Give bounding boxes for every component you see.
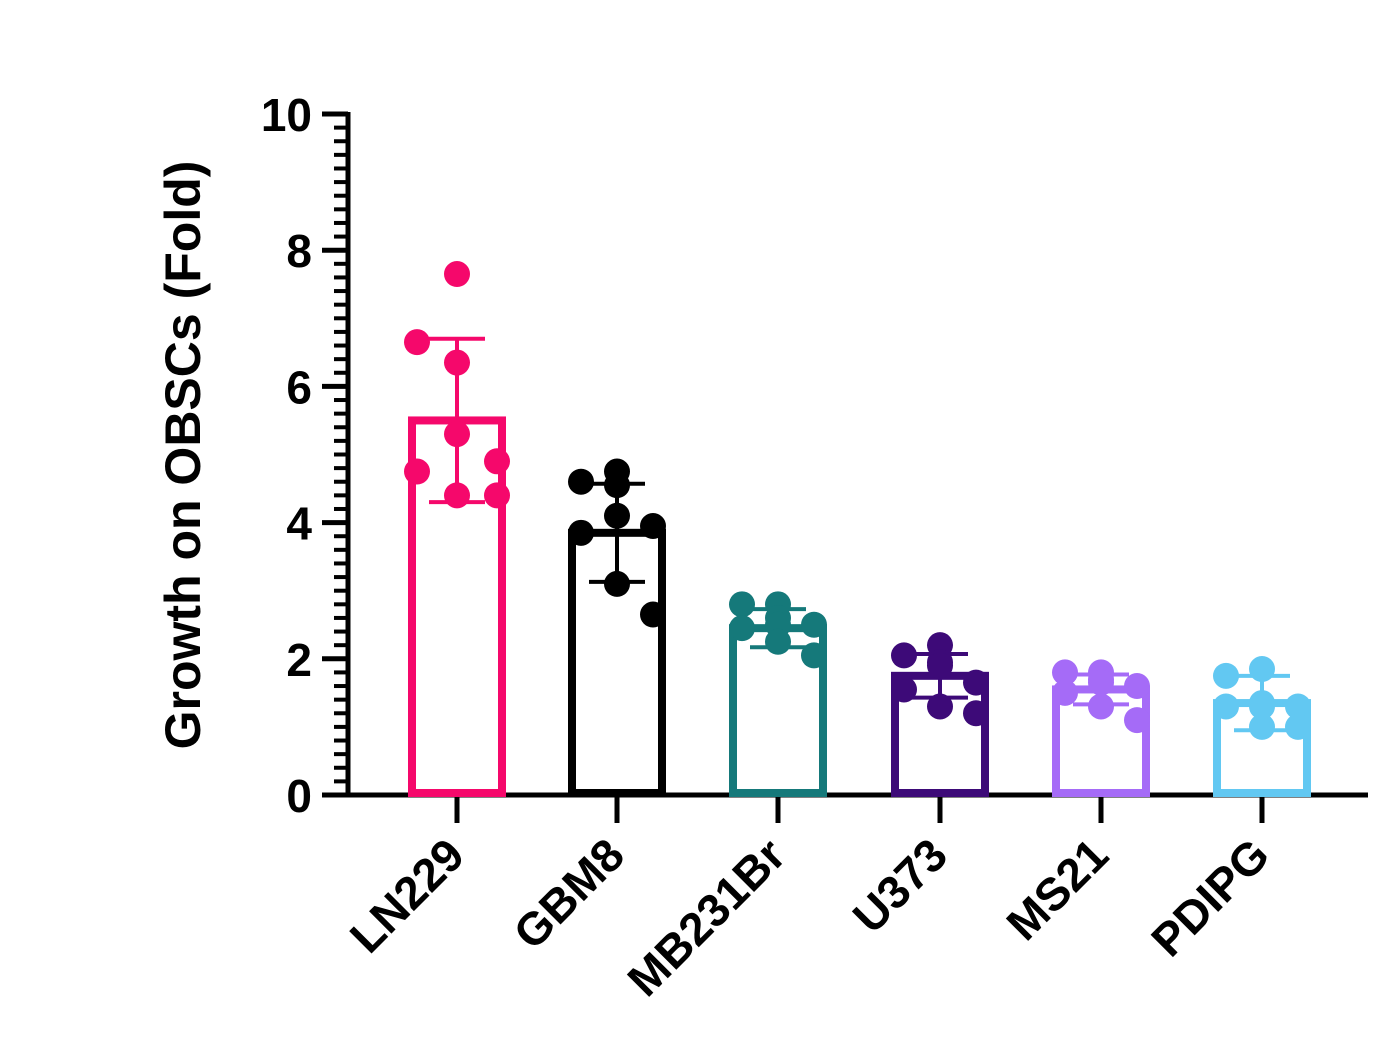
data-point	[891, 642, 917, 669]
data-point	[1088, 693, 1114, 720]
data-point	[927, 652, 953, 679]
data-point	[640, 601, 666, 628]
data-point	[801, 611, 827, 638]
data-point	[927, 693, 953, 720]
data-point	[484, 448, 510, 475]
x-tick-label: GBM8	[503, 828, 634, 959]
data-point	[1249, 693, 1275, 720]
data-point	[640, 513, 666, 540]
data-point	[1124, 673, 1150, 700]
data-point	[604, 502, 630, 529]
data-point	[1124, 707, 1150, 734]
data-point	[444, 482, 470, 509]
data-point	[891, 676, 917, 703]
data-point	[1213, 662, 1239, 689]
data-point	[963, 669, 989, 696]
data-point	[1249, 713, 1275, 740]
x-tick-label: MB231Br	[617, 828, 795, 1006]
y-tick-label: 4	[286, 498, 312, 550]
y-tick-label: 2	[286, 634, 312, 686]
data-point	[1052, 659, 1078, 686]
data-point	[765, 628, 791, 655]
data-points	[404, 261, 1311, 740]
data-point	[444, 261, 470, 288]
bars	[408, 416, 1311, 798]
x-tick-label: PDIPG	[1141, 828, 1279, 966]
data-point	[568, 519, 594, 546]
data-point	[1052, 679, 1078, 706]
y-axis-label: Growth on OBSCs (Fold)	[155, 161, 211, 750]
data-point	[1285, 713, 1311, 740]
x-tick-label: MS21	[996, 828, 1118, 950]
data-point	[1249, 656, 1275, 683]
data-point	[444, 349, 470, 376]
data-point	[604, 570, 630, 597]
data-point	[484, 482, 510, 509]
data-point	[604, 472, 630, 499]
error-bars	[429, 336, 1290, 733]
data-point	[729, 591, 755, 618]
data-point	[801, 642, 827, 669]
data-point	[1213, 693, 1239, 720]
data-point	[963, 700, 989, 727]
y-tick-label: 6	[286, 361, 312, 413]
y-tick-label: 10	[261, 89, 312, 141]
data-point	[404, 329, 430, 356]
data-point	[568, 468, 594, 495]
x-tick-label: LN229	[340, 828, 474, 962]
data-point	[729, 615, 755, 642]
y-axis: 0 2 4 6 8 10	[261, 89, 351, 822]
x-tick-label: U373	[843, 828, 958, 943]
data-point	[1285, 693, 1311, 720]
data-point	[1088, 669, 1114, 696]
data-point	[404, 458, 430, 485]
data-point	[444, 421, 470, 448]
y-tick-label: 0	[286, 770, 312, 822]
y-tick-label: 8	[286, 225, 312, 277]
